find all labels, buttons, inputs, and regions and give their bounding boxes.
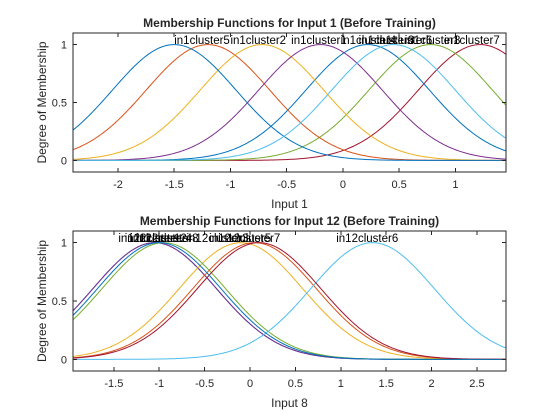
y-tick-label: 1: [61, 238, 67, 250]
x-tick-label: 2.5: [469, 378, 484, 390]
mf-curve-2-in12cluster7: [72, 242, 506, 360]
mf-curve-1-in1cluster4: [73, 44, 507, 161]
mf-label-in12cluster7: in12cluster7: [218, 233, 280, 245]
mf-label-in1cluster2: in1cluster2: [230, 35, 286, 47]
mf-label-in1cluster8: in1cluster8: [405, 35, 461, 47]
x-tick-label: 2: [429, 378, 435, 390]
chart-title-2: Membership Functions for Input 12 (Befor…: [140, 214, 439, 228]
x-tick-label: -2: [113, 179, 123, 191]
mf-label-in12cluster2: in12cluster2: [125, 233, 187, 245]
mf-curve-1-in1cluster2: [72, 44, 507, 161]
mf-label-in12cluster6: in12cluster6: [336, 233, 398, 245]
x-tick-label: 0: [247, 378, 253, 390]
x-axis-label-1: Input 1: [271, 197, 308, 211]
x-tick-label: -1: [226, 179, 236, 191]
x-tick-label: 1: [338, 378, 344, 390]
mf-label-in12cluster5: in12cluster5: [209, 233, 271, 245]
mf-label-in1cluster5: in1cluster5: [174, 35, 230, 47]
x-tick-label: 0.5: [288, 378, 303, 390]
mf-label-in12cluster1: in12cluster1: [118, 233, 180, 245]
x-axis-label-2: Input 8: [271, 396, 308, 410]
mf-curve-2-in12cluster6: [73, 242, 507, 360]
x-tick-label: -1: [154, 378, 164, 390]
y-axis-label-2: Degree of Membership: [35, 240, 49, 362]
mf-curve-1-in1cluster8: [72, 44, 506, 161]
mf-curve-2-in12cluster8: [72, 242, 506, 360]
x-tick-label: 1: [452, 179, 458, 191]
y-tick-label: 0.5: [52, 98, 67, 110]
mf-label-in1cluster7: in1cluster7: [444, 35, 500, 47]
y-tick-label: 0.5: [52, 296, 67, 308]
mf-label-in1cluster1: in1cluster1: [291, 35, 347, 47]
x-tick-label: -1.5: [104, 378, 123, 390]
y-tick-label: 1: [61, 40, 67, 52]
y-axis-label-1: Degree of Membership: [35, 41, 49, 163]
mf-label-in1cluster3: in1cluster3: [359, 35, 415, 47]
mf-label-in1cluster4: in1cluster4: [341, 35, 397, 47]
y-tick-label: 0: [61, 354, 67, 366]
mf-curve-1-in1cluster3: [72, 44, 507, 161]
y-tick-label: 0: [61, 155, 67, 167]
mf-label-in12cluster8: in12cluster8: [137, 233, 199, 245]
mf-label-in12cluster3: in12cluster3: [186, 233, 248, 245]
mf-label-in1cluster6: in1cluster6: [377, 35, 433, 47]
x-tick-label: -1.5: [165, 179, 184, 191]
x-tick-label: 0: [340, 179, 346, 191]
mf-curve-2-in12cluster3: [72, 242, 506, 360]
chart-title-1: Membership Functions for Input 1 (Before…: [143, 16, 436, 30]
x-tick-label: 0.5: [392, 179, 407, 191]
x-tick-label: 1.5: [379, 378, 394, 390]
mf-label-in12cluster4: in12cluster4: [130, 233, 193, 245]
x-tick-label: -0.5: [195, 378, 214, 390]
x-tick-label: -0.5: [277, 179, 296, 191]
